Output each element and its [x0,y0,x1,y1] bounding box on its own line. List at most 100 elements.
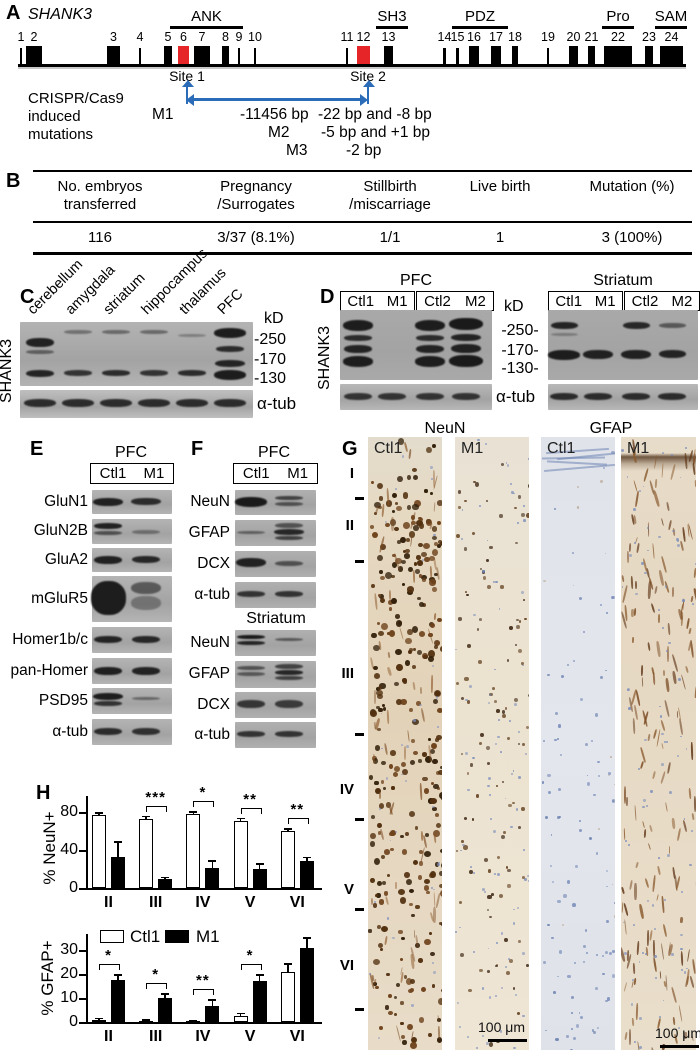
stain-dot [598,828,601,831]
blot-f-row-2 [235,551,316,577]
stain-dot [376,925,381,930]
blot-band [414,320,446,331]
site2-arrowhead [363,80,375,87]
chart1-bar-M1-II [111,980,125,1022]
ihc-image-label-1: M1 [461,440,484,457]
blot-band [414,356,446,367]
stain-dot [434,572,438,576]
sig-bracket-IV [193,801,215,807]
blot-band [583,350,613,359]
stain-dot [372,958,380,965]
stain-dot [401,768,408,776]
panel-f-title: PFC [258,444,290,461]
stain-fiber [632,962,635,974]
stain-dot [409,987,415,992]
stain-dot [605,919,609,923]
stain-dot [491,686,495,690]
crispr-line3: mutations [28,126,94,143]
stain-dot [635,593,638,596]
chart1-category-II: II [104,1028,113,1045]
stain-dot [692,602,695,605]
blot-band [416,335,444,341]
blot-band [131,596,161,610]
stain-dot [559,950,563,954]
stain-fiber [672,671,677,685]
stain-dot [418,1016,425,1023]
stain-fiber [633,607,637,617]
exon-number-14: 14 [437,30,452,44]
stain-dot [658,609,661,611]
stain-dot [398,566,404,572]
stain-dot [644,952,648,956]
domain-underline-ank [170,26,243,29]
stain-dot [394,487,397,490]
stain-dot [493,829,497,834]
errorbar-cap [95,1017,103,1020]
exon-number-18: 18 [508,30,522,44]
stain-dot [472,872,476,875]
stain-dot [411,1037,418,1043]
stain-fiber [680,951,684,967]
stain-fiber [624,919,628,936]
stain-dot [608,951,612,956]
ihc-image-label-0: Ctl1 [374,440,403,457]
ihc-image-1: M1 [455,437,529,1050]
stain-fiber [381,504,385,518]
stain-dot [374,780,379,786]
stain-dot [421,559,425,562]
protein-label-pfc-α-tub: α-tub [194,586,230,603]
domain-label-sh3: SH3 [377,8,407,25]
panel-d-region2-title: Striatum [593,272,653,289]
blot-band [344,345,372,353]
deletion-span-arrowhead-left [186,93,194,106]
stain-dot [394,614,401,620]
blot-band [550,393,578,400]
stain-dot [379,683,386,689]
stain-dot [572,551,574,554]
stain-dot [432,806,437,811]
stain-dot [631,1003,634,1006]
stain-dot [411,1003,415,1007]
stain-dot [388,764,394,770]
stain-dot [518,494,522,499]
stain-dot [488,996,492,999]
sig-bracket-II [99,964,120,971]
stain-fiber [689,640,695,659]
chart1-bar-M1-V [252,981,267,1022]
domain-label-ank: ANK [191,8,222,25]
errorbar [306,857,308,862]
panel-e-lanebox: Ctl1 M1 [90,463,174,484]
stain-dot [520,590,524,595]
gfap-wisp [546,460,607,466]
stain-dot [583,631,586,634]
blot-d-striatum [548,310,698,380]
stain-dot [408,811,416,817]
stain-dot [523,849,525,852]
layer-tick-0 [355,497,364,500]
stain-dot [681,890,684,893]
stain-dot [490,818,492,820]
errorbar-cap [236,817,245,820]
stain-dot [438,997,442,1006]
stain-dot [433,784,439,789]
stain-dot [388,1010,394,1016]
stain-dot [371,480,375,484]
stain-dot [458,506,461,509]
protein-label-pan-Homer: pan-Homer [10,662,88,679]
stain-fiber [412,681,415,690]
stain-dot [473,950,476,954]
stain-dot [376,554,383,561]
stain-dot [585,743,589,747]
stain-fiber [687,948,691,962]
stain-dot [484,443,487,446]
domain-underline-pro [602,26,634,29]
stain-dot [516,624,521,629]
stain-dot [521,952,525,956]
stain-dot [437,861,440,864]
stain-dot [628,707,631,710]
stain-dot [436,499,442,506]
blot-band [344,335,372,341]
exon-13 [384,46,393,66]
stain-dot [389,832,394,837]
errorbar [211,1000,214,1007]
